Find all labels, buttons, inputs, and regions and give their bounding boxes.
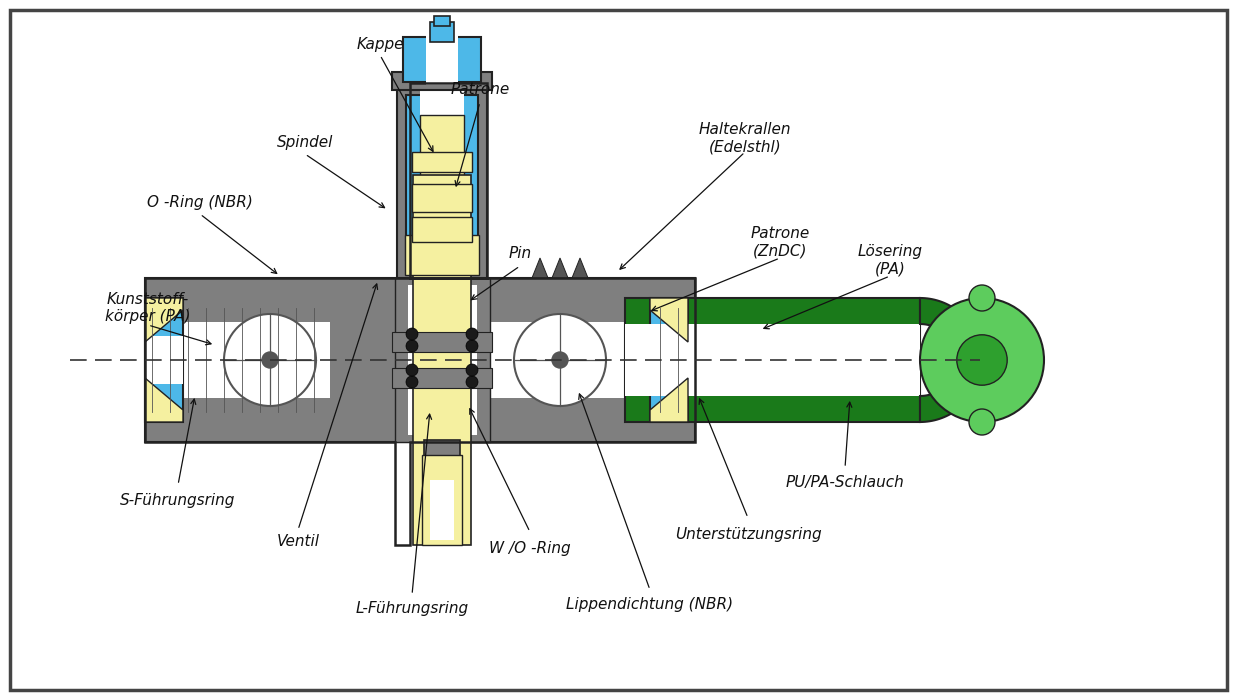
Circle shape [406, 364, 418, 376]
Bar [145, 322, 330, 398]
Circle shape [969, 409, 995, 435]
Bar [421, 78, 464, 278]
Circle shape [956, 335, 1007, 385]
Bar [406, 95, 477, 260]
Bar [625, 298, 920, 422]
Polygon shape [649, 378, 688, 422]
Bar [392, 368, 492, 388]
Bar [421, 115, 464, 255]
Bar [649, 298, 688, 422]
Bar [625, 324, 920, 396]
Bar [430, 480, 454, 540]
Bar [434, 16, 450, 26]
Text: Spindel: Spindel [277, 134, 333, 150]
Polygon shape [552, 258, 568, 278]
Bar [649, 336, 688, 384]
Bar [424, 440, 460, 540]
Bar [145, 278, 695, 442]
Circle shape [969, 285, 995, 311]
Text: S-Führungsring: S-Führungsring [120, 493, 236, 507]
Text: Pin: Pin [508, 246, 532, 262]
Text: Lippendichtung (NBR): Lippendichtung (NBR) [567, 598, 734, 612]
Circle shape [466, 328, 477, 340]
Text: Patrone
(ZnDC): Patrone (ZnDC) [751, 226, 810, 258]
Circle shape [466, 376, 477, 388]
Text: O -Ring (NBR): O -Ring (NBR) [147, 195, 252, 209]
Text: Haltekrallen
(Edelsthl): Haltekrallen (Edelsthl) [699, 122, 792, 154]
Circle shape [406, 376, 418, 388]
Text: W /O -Ring: W /O -Ring [489, 540, 570, 556]
Polygon shape [145, 378, 183, 422]
Text: Ventil: Ventil [277, 535, 319, 550]
Polygon shape [649, 298, 688, 342]
Bar [397, 83, 487, 278]
Bar [422, 455, 461, 545]
Bar [403, 37, 481, 82]
Bar [404, 235, 479, 275]
Circle shape [515, 314, 606, 406]
Bar [490, 322, 695, 398]
Circle shape [224, 314, 315, 406]
Bar [395, 278, 490, 442]
Circle shape [466, 340, 477, 352]
Bar [392, 332, 492, 352]
Text: PU/PA-Schlauch: PU/PA-Schlauch [785, 475, 904, 489]
Circle shape [262, 352, 278, 368]
Text: Kunststoff-
körper (PA): Kunststoff- körper (PA) [105, 292, 190, 324]
Text: L-Führungsring: L-Führungsring [355, 601, 469, 615]
Bar [413, 175, 471, 545]
Circle shape [406, 340, 418, 352]
Bar [408, 285, 477, 435]
Bar [430, 22, 454, 42]
Text: Patrone: Patrone [450, 83, 510, 97]
Polygon shape [920, 298, 982, 422]
Bar [145, 336, 183, 384]
Circle shape [552, 352, 568, 368]
Text: Unterstützungsring: Unterstützungsring [674, 528, 821, 542]
Bar [392, 72, 492, 90]
Bar [412, 184, 473, 212]
Bar [145, 298, 183, 422]
Text: Lösering
(PA): Lösering (PA) [857, 244, 923, 276]
Circle shape [406, 328, 418, 340]
Circle shape [466, 364, 477, 376]
Polygon shape [532, 258, 548, 278]
Bar [426, 30, 458, 85]
Circle shape [920, 298, 1044, 422]
Text: Kappe: Kappe [356, 38, 403, 52]
Bar [412, 152, 473, 172]
Bar [412, 217, 473, 242]
Polygon shape [145, 298, 183, 342]
Polygon shape [571, 258, 588, 278]
